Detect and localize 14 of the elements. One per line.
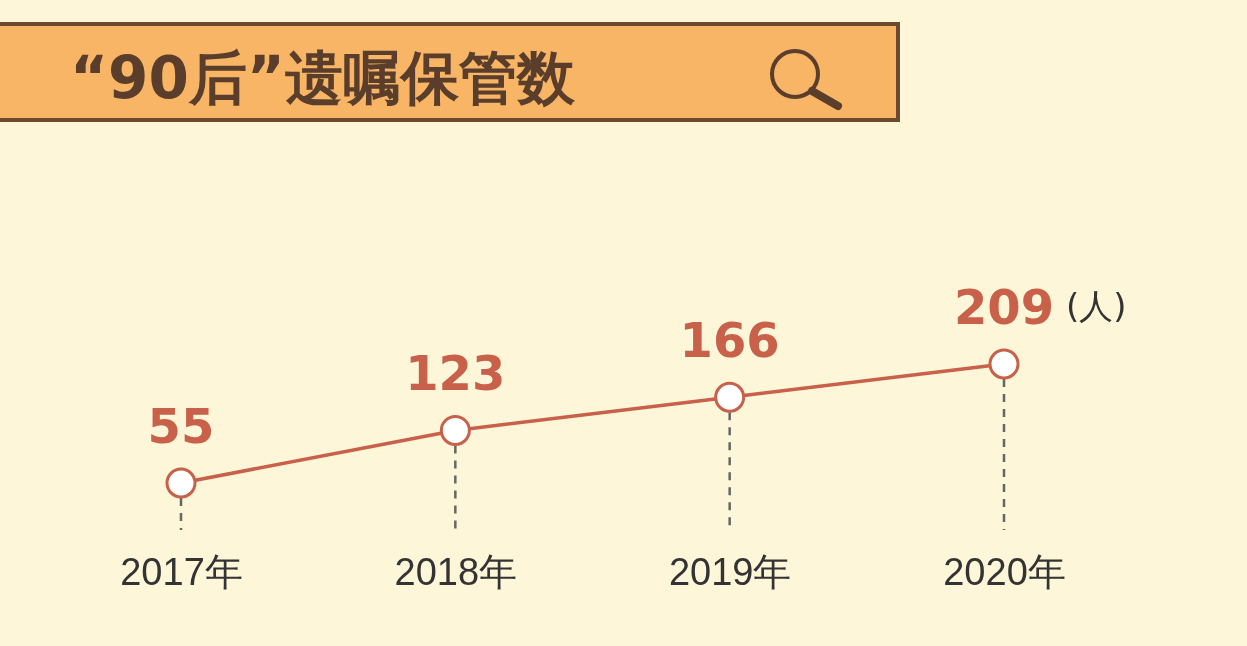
point	[988, 348, 1020, 380]
x-tick-label: 2020年	[943, 551, 1066, 594]
data-label: 55	[147, 398, 215, 454]
data-label: 123	[405, 345, 506, 402]
x-tick-label: 2018年	[394, 551, 518, 594]
x-tick-label: 2017年	[120, 551, 243, 594]
point	[714, 381, 746, 413]
data-label: 166	[679, 312, 780, 369]
point	[439, 414, 471, 446]
point	[165, 467, 197, 499]
text: (人)	[1066, 286, 1127, 326]
x-tick-label: 2019年	[668, 551, 792, 594]
data-label: 209	[953, 279, 1055, 335]
chart-title: “90后”遗嘱保管数	[70, 44, 576, 112]
